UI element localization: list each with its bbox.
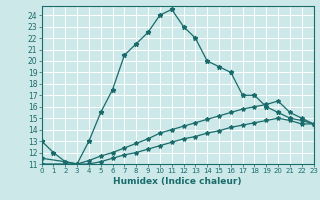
X-axis label: Humidex (Indice chaleur): Humidex (Indice chaleur) — [113, 177, 242, 186]
